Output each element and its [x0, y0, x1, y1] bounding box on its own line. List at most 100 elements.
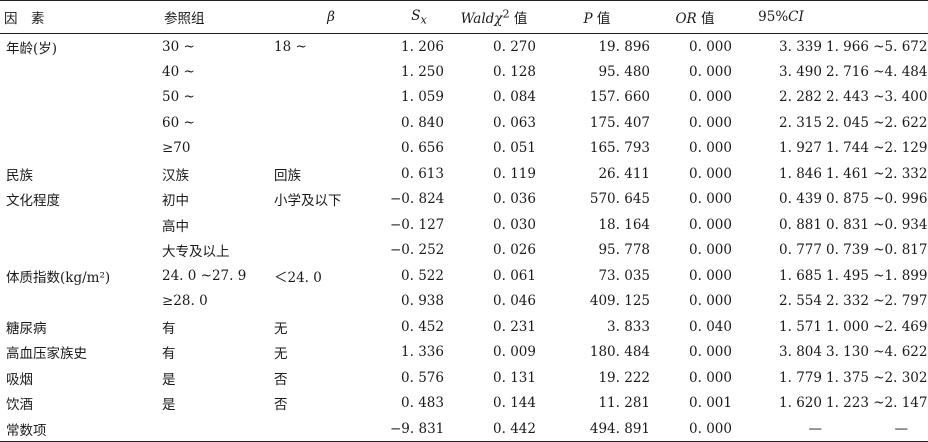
cell-beta: 1. 206 — [401, 38, 444, 55]
cell-reference: 无 — [274, 320, 288, 337]
cell-wald: 409. 125 — [589, 293, 650, 310]
header-wald-chi: χ — [494, 11, 503, 27]
cell-p: 0. 000 — [689, 191, 732, 208]
cell-factor — [0, 59, 160, 85]
cell-p: 0. 000 — [689, 216, 732, 233]
cell-wald: 95. 480 — [598, 63, 650, 80]
cell-ci: 2. 332 ~2. 797 — [826, 293, 928, 310]
cell-factor: 糖尿病 — [6, 320, 47, 337]
cell-or: 1. 620 — [779, 395, 822, 412]
cell-sx: 0. 231 — [493, 318, 536, 335]
cell-wald: 175. 407 — [589, 114, 650, 131]
cell-level: 大专及以上 — [162, 244, 230, 261]
cell-p: 0. 000 — [689, 114, 732, 131]
cell-sx: 0. 009 — [493, 344, 536, 361]
cell-reference: 无 — [274, 346, 288, 363]
cell-sx: 0. 063 — [493, 114, 536, 131]
cell-reference — [272, 416, 390, 442]
table-row: 饮酒 是 否 0. 483 0. 144 11. 281 0. 001 1. 620 1. 22… — [0, 391, 928, 417]
cell-factor: 年龄(岁) — [6, 40, 58, 57]
cell-p: 0. 000 — [689, 63, 732, 80]
table-row: 民族 汉族 回族 0. 613 0. 119 26. 411 0. 000 1. 846 1. … — [0, 161, 928, 187]
cell-or: 1. 779 — [779, 369, 822, 386]
cell-reference — [272, 212, 390, 238]
table-row: ≥70 0. 656 0. 051 165. 793 0. 000 1. 927 1. 74… — [0, 136, 928, 162]
header-wald-main: Wald — [460, 11, 495, 27]
cell-wald: 157. 660 — [589, 89, 650, 106]
cell-or: 1. 927 — [779, 140, 822, 157]
header-sx-main: S — [411, 7, 421, 24]
cell-or: 2. 282 — [779, 89, 822, 106]
cell-reference: 回族 — [274, 167, 301, 184]
cell-sx: 0. 036 — [493, 191, 536, 208]
header-wald: Waldχ2 值 — [448, 1, 540, 34]
cell-p: 0. 000 — [689, 293, 732, 310]
header-ci-unit: CI — [788, 9, 804, 25]
cell-ci: 1. 000 ~2. 469 — [826, 318, 928, 335]
cell-beta: −0. 824 — [390, 191, 445, 208]
header-or-unit: 值 — [696, 11, 715, 27]
cell-sx: 0. 051 — [493, 140, 536, 157]
cell-beta: 1. 250 — [401, 63, 444, 80]
cell-level: 60 ~ — [162, 114, 195, 131]
header-sx: Sx — [390, 1, 448, 34]
header-reference: 参照组 — [164, 11, 205, 27]
cell-wald: 19. 896 — [598, 38, 650, 55]
cell-factor — [0, 136, 160, 162]
cell-factor — [0, 289, 160, 315]
cell-p: 0. 000 — [689, 38, 732, 55]
cell-level: 30 ~ — [162, 38, 195, 55]
cell-ci: 1. 966 ~5. 672 — [826, 38, 928, 55]
cell-level: 初中 — [162, 193, 189, 210]
cell-factor: 高血压家族史 — [6, 346, 87, 363]
cell-beta: 0. 656 — [401, 140, 444, 157]
cell-factor: 饮酒 — [6, 397, 33, 414]
cell-wald: 180. 484 — [589, 344, 650, 361]
cell-factor: 体质指数(kg/m²) — [6, 269, 111, 286]
cell-p: 0. 000 — [689, 89, 732, 106]
cell-or: 3. 490 — [779, 63, 822, 80]
table-row: 大专及以上 −0. 252 0. 026 95. 778 0. 000 0. 777 0. … — [0, 238, 928, 264]
table-row: 年龄(岁) 30 ~ 18 ~ 1. 206 0. 270 19. 896 0. 000 3.… — [0, 34, 928, 60]
cell-factor — [0, 110, 160, 136]
table-row: 常数项 −9. 831 0. 442 494. 891 0. 000 — — — [0, 416, 928, 442]
cell-beta: 1. 059 — [401, 89, 444, 106]
cell-wald: 18. 164 — [598, 216, 650, 233]
header-wald-sup: 2 — [502, 7, 510, 21]
cell-p: 0. 000 — [689, 242, 732, 259]
cell-level: 24. 0 ~27. 9 — [162, 267, 247, 284]
cell-reference: 否 — [274, 397, 288, 414]
cell-wald: 494. 891 — [589, 420, 650, 437]
cell-wald: 19. 222 — [598, 369, 650, 386]
header-p: P 值 — [540, 1, 654, 34]
cell-reference: 小学及以下 — [274, 193, 342, 210]
cell-ci: 2. 716 ~4. 484 — [826, 63, 928, 80]
cell-p: 0. 000 — [689, 267, 732, 284]
cell-or: 0. 777 — [779, 242, 822, 259]
cell-level: 汉族 — [162, 167, 189, 184]
cell-or: 0. 439 — [779, 191, 822, 208]
cell-sx: 0. 128 — [493, 63, 536, 80]
cell-or: 1. 685 — [779, 267, 822, 284]
table-row: 60 ~ 0. 840 0. 063 175. 407 0. 000 2. 315 2. 0… — [0, 110, 928, 136]
cell-reference: ＜24. 0 — [274, 269, 322, 286]
table-row: ≥28. 0 0. 938 0. 046 409. 125 0. 000 2. 554 2.… — [0, 289, 928, 315]
cell-or: 2. 315 — [779, 114, 822, 131]
cell-factor — [0, 85, 160, 111]
header-or: OR 值 — [654, 1, 736, 34]
cell-factor: 吸烟 — [6, 371, 33, 388]
cell-reference — [272, 238, 390, 264]
cell-beta: −0. 252 — [390, 242, 445, 259]
cell-reference: 18 ~ — [274, 38, 307, 55]
cell-ci: — — [894, 420, 909, 437]
cell-wald: 165. 793 — [589, 140, 650, 157]
cell-reference — [272, 136, 390, 162]
cell-ci: 2. 045 ~2. 622 — [826, 114, 928, 131]
cell-wald: 3. 833 — [607, 318, 650, 335]
cell-sx: 0. 442 — [493, 420, 536, 437]
table-header-row: 因 素 参照组 β Sx Waldχ2 值 P 值 OR 值 95%CI — [0, 0, 928, 34]
cell-sx: 0. 030 — [493, 216, 536, 233]
cell-sx: 0. 144 — [493, 395, 536, 412]
